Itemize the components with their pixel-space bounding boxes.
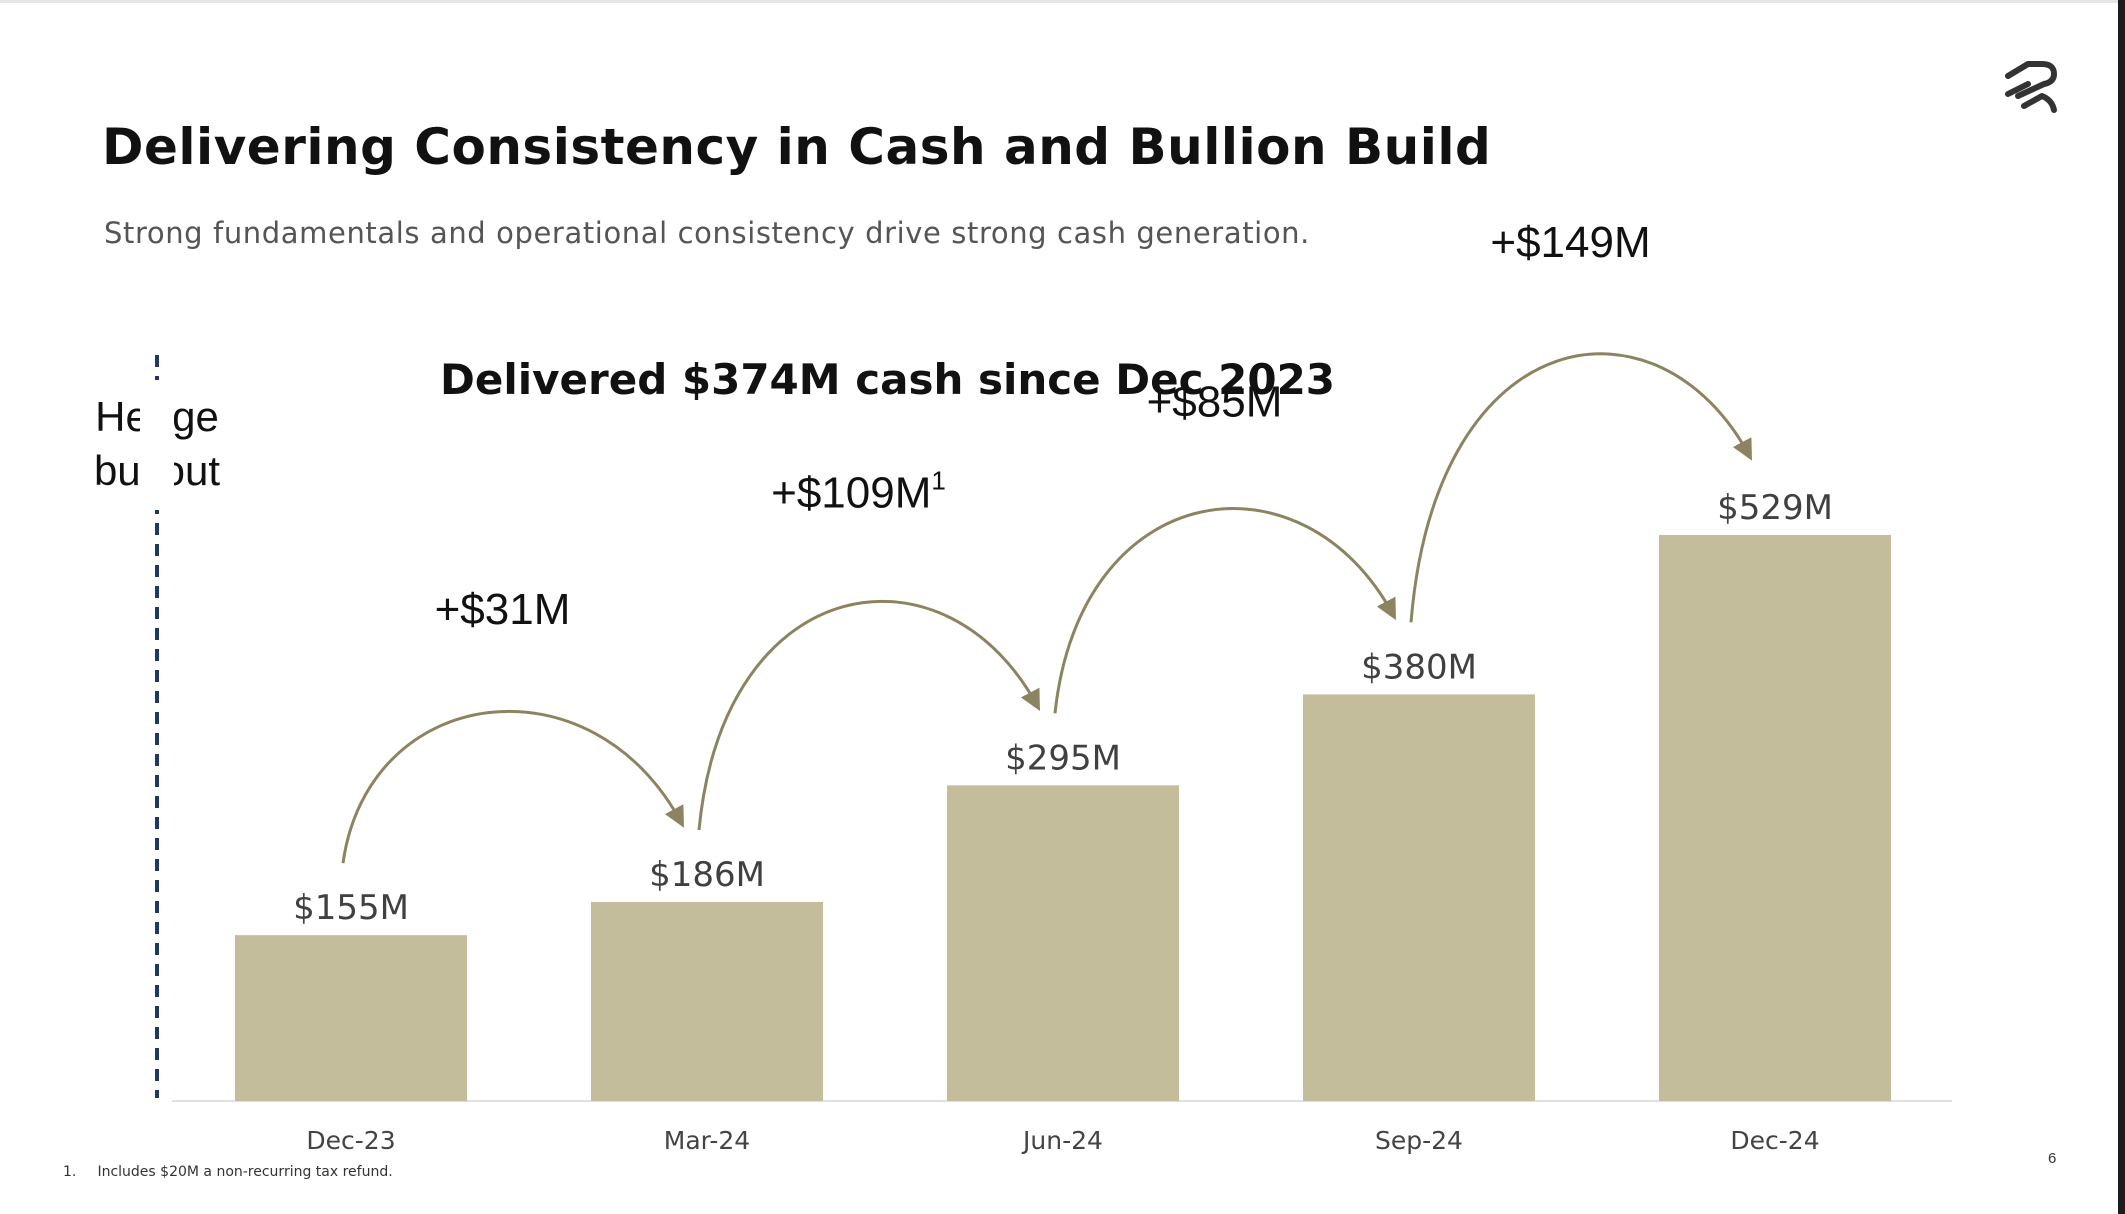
footnote-text: Includes $20M a non-recurring tax refund… xyxy=(97,1164,393,1180)
top-border xyxy=(0,0,2125,3)
page-subtitle: Strong fundamentals and operational cons… xyxy=(104,216,1310,250)
page-number: 6 xyxy=(2048,1150,2057,1167)
x-tick-label: Mar-24 xyxy=(664,1126,750,1155)
footnote-superscript: 1 xyxy=(931,465,945,495)
bar-value-label: $186M xyxy=(649,855,765,895)
bar-value-label: $295M xyxy=(1005,738,1121,778)
change-arrow xyxy=(1409,352,1752,623)
bar-value-label: $380M xyxy=(1361,647,1477,687)
bar-jun-24 xyxy=(947,785,1179,1101)
bar-dec-23 xyxy=(235,935,467,1101)
chart-headline: Delivered $374M cash since Dec 2023 xyxy=(440,355,1336,404)
x-tick-label: Dec-23 xyxy=(306,1126,395,1155)
x-tick-label: Sep-24 xyxy=(1375,1126,1463,1155)
change-label: +$85M xyxy=(1147,377,1283,426)
bar-mar-24 xyxy=(591,901,823,1101)
footnote-number: 1. xyxy=(63,1164,77,1180)
x-tick-label: Jun-24 xyxy=(1021,1126,1103,1155)
company-logo-icon xyxy=(2005,61,2057,113)
bar-dec-24 xyxy=(1659,534,1891,1101)
x-tick-label: Dec-24 xyxy=(1730,1126,1819,1155)
right-edge-bar xyxy=(2118,0,2125,1214)
footnote: 1. Includes $20M a non-recurring tax ref… xyxy=(63,1164,393,1180)
bar-value-label: $529M xyxy=(1717,488,1833,528)
change-arrow xyxy=(1053,507,1396,714)
change-label: +$149M xyxy=(1490,218,1650,267)
change-label: +$109M1 xyxy=(771,465,946,517)
change-arrow xyxy=(341,709,684,864)
change-arrow xyxy=(697,599,1040,831)
bar-sep-24 xyxy=(1303,694,1535,1101)
bar-value-label: $155M xyxy=(293,888,409,928)
divider-label-gap xyxy=(140,380,174,510)
page-title: Delivering Consistency in Cash and Bulli… xyxy=(102,118,1492,176)
change-label: +$31M xyxy=(435,585,571,634)
